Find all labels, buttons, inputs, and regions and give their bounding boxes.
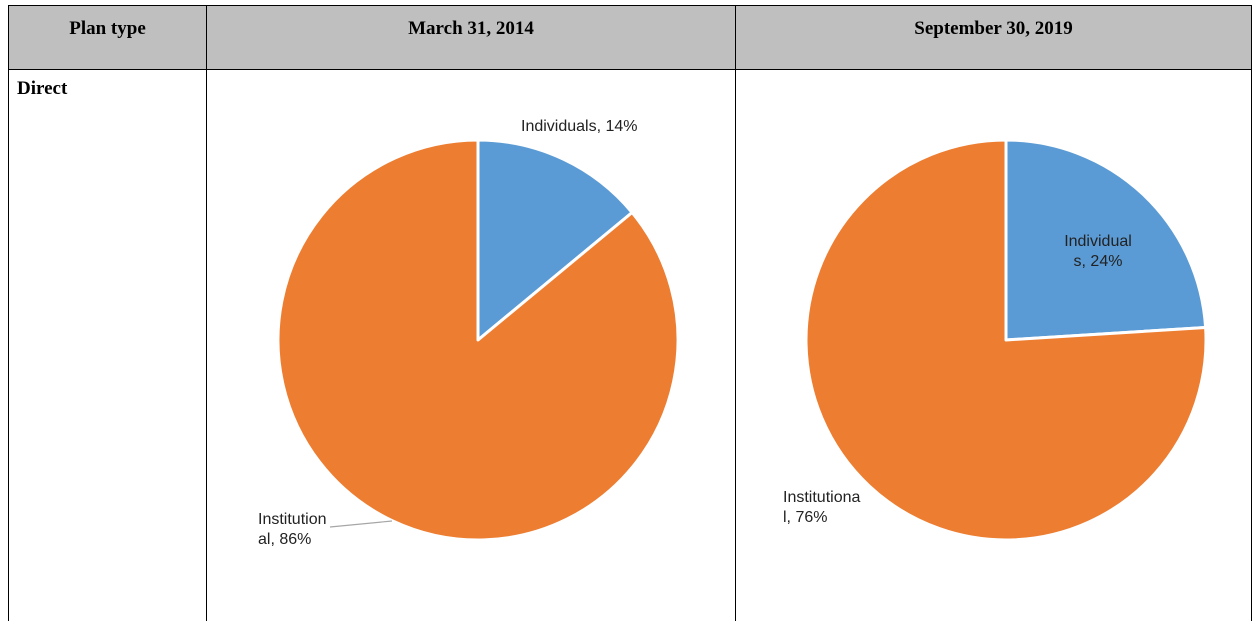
data-label: Individuals, 24% (1064, 233, 1132, 270)
header-cell: September 30, 2019 (735, 5, 1252, 70)
data-label: Individuals, 14% (521, 118, 638, 135)
pie-slice (804, 138, 1208, 542)
header-cell: Plan type (8, 5, 207, 70)
pie-slice (276, 138, 680, 542)
leader-line (329, 520, 393, 528)
pie-slice (476, 138, 634, 342)
data-label: Institutional, 76% (783, 489, 861, 526)
pie-slice (1004, 138, 1208, 342)
row-label: Direct (8, 69, 207, 621)
data-label: Institutional, 86% (258, 511, 327, 548)
